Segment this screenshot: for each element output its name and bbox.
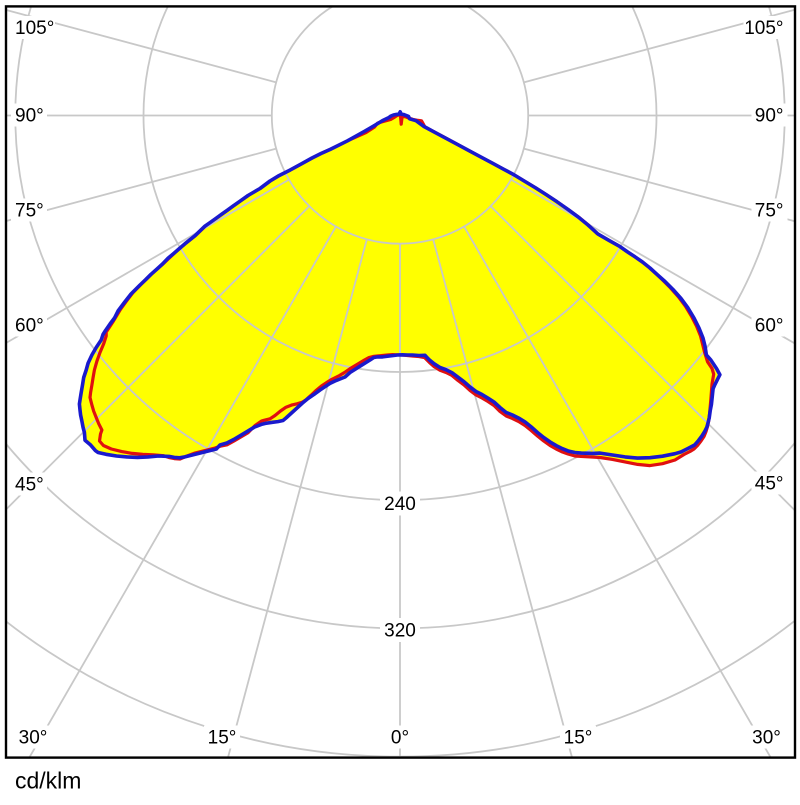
svg-text:15°: 15°	[564, 728, 593, 749]
svg-text:45°: 45°	[755, 474, 784, 495]
svg-text:15°: 15°	[208, 728, 237, 749]
svg-text:60°: 60°	[755, 316, 784, 337]
svg-text:90°: 90°	[15, 106, 44, 127]
svg-text:90°: 90°	[755, 106, 784, 127]
svg-text:320: 320	[384, 621, 416, 642]
svg-text:0°: 0°	[391, 728, 409, 749]
svg-text:75°: 75°	[755, 201, 784, 222]
svg-text:30°: 30°	[19, 728, 48, 749]
svg-text:105°: 105°	[744, 18, 783, 39]
svg-text:75°: 75°	[15, 201, 44, 222]
svg-text:30°: 30°	[752, 728, 781, 749]
svg-text:cd/klm: cd/klm	[15, 768, 81, 794]
svg-text:45°: 45°	[15, 475, 44, 496]
svg-text:60°: 60°	[15, 316, 44, 337]
svg-text:105°: 105°	[15, 18, 54, 39]
svg-text:240: 240	[384, 494, 416, 515]
